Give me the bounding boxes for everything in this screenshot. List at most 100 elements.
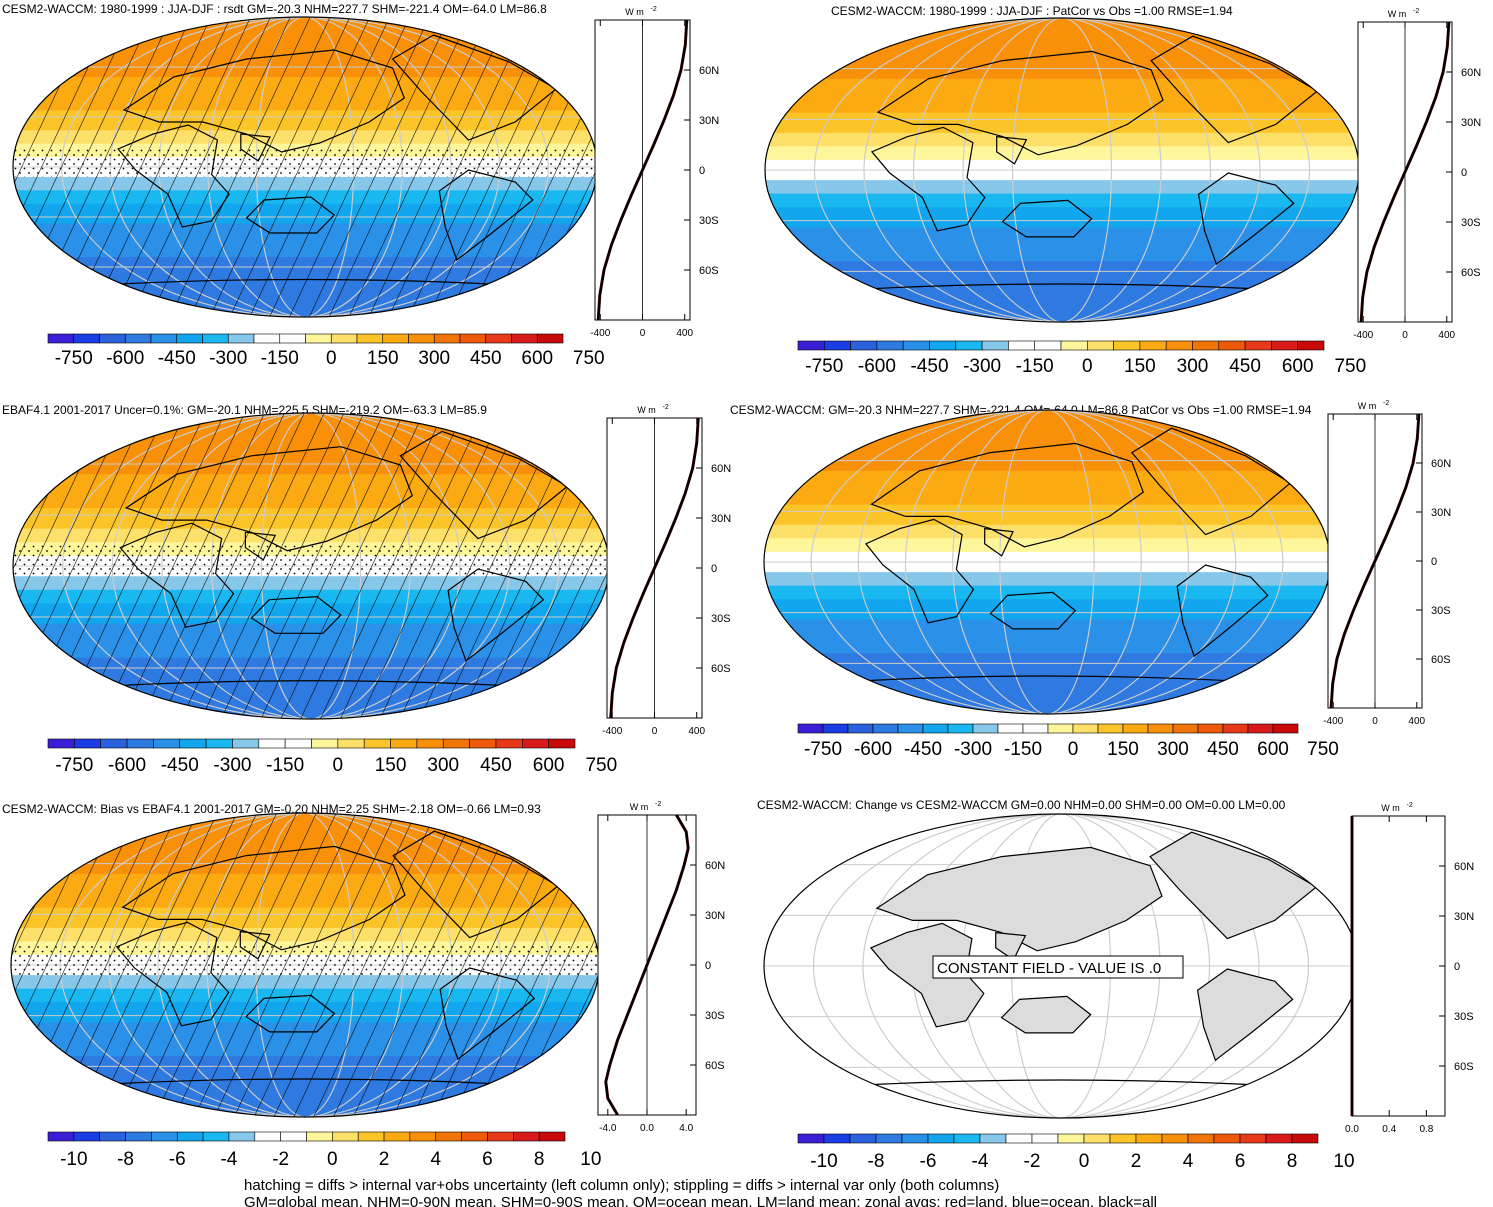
colorbar-swatch [279, 333, 306, 344]
longitude-gridline [863, 18, 1261, 322]
colorbar-swatch [897, 723, 924, 734]
zonal-mean-curve [604, 814, 690, 1116]
field-band [764, 518, 1330, 526]
colorbar-swatch [311, 738, 339, 749]
field-band [765, 193, 1359, 201]
colorbar-label: -750 [804, 739, 842, 760]
x-tick-label: 0.4 [1382, 1124, 1396, 1135]
continent-outline [1196, 968, 1294, 1062]
lat-tick-label: 60S [1431, 654, 1451, 666]
map-panel-1: CESM2-WACCM: 1980-1999 : JJA-DJF : rsdt … [2, 2, 719, 369]
colorbar-label: -150 [266, 755, 304, 776]
colorbar-label: 8 [1287, 1151, 1298, 1172]
colorbar-swatch [1034, 340, 1062, 351]
colorbar-swatch [1247, 723, 1274, 734]
field-band [765, 220, 1359, 229]
colorbar-label: 750 [1307, 739, 1339, 760]
x-tick-label: 400 [676, 328, 693, 339]
colorbar-swatch [47, 738, 75, 749]
x-tick-label: -4.0 [599, 1123, 617, 1134]
colorbar-label: 450 [1229, 356, 1261, 377]
colorbar-label: -600 [854, 739, 892, 760]
footer-line-1: hatching = diffs > internal var+obs unce… [244, 1177, 999, 1194]
field-band [765, 72, 1359, 80]
colorbar-label: -8 [868, 1151, 885, 1172]
colorbar-label: -750 [55, 348, 93, 369]
colorbar-label: -600 [858, 356, 896, 377]
colorbar-label: -750 [55, 755, 93, 776]
field-band [765, 45, 1359, 53]
map-field [764, 410, 1330, 714]
colorbar-label: 0 [1082, 356, 1093, 377]
continent-outline [996, 135, 1028, 165]
colorbar-swatch [538, 1131, 566, 1142]
hatching [13, 17, 597, 317]
colorbar-swatch [202, 333, 229, 344]
lat-tick-label: 0 [699, 165, 705, 177]
colorbar-swatch [1172, 723, 1199, 734]
x-tick-label: 0.0 [640, 1123, 654, 1134]
antarctica-outline [63, 1078, 547, 1088]
colorbar-label: -300 [213, 755, 251, 776]
colorbar-swatch [442, 738, 470, 749]
colorbar-label: 300 [427, 755, 459, 776]
lat-tick-label: 30S [711, 613, 731, 625]
colorbar-swatch [461, 1131, 488, 1142]
colorbar: -750 -600 -450 -300 -150 0 150 300 450 600 750 [47, 738, 617, 776]
colorbar-swatch [176, 333, 203, 344]
lat-tick-label: 60N [705, 860, 725, 872]
colorbar-swatch [1271, 340, 1299, 351]
colorbar-swatch [73, 1131, 100, 1142]
colorbar-swatch [901, 1133, 929, 1144]
zonal-mean-panel: 60N 30N 0 30S 60S 0.0 0.4 0.8 W m -2 [1345, 802, 1474, 1135]
lat-tick-label: 0 [705, 960, 711, 972]
continent-outline [1197, 172, 1295, 266]
map-panel-2: CESM2-WACCM: 1980-1999 : JJA-DJF : PatCo… [764, 4, 1481, 377]
field-band [765, 186, 1359, 195]
lat-tick-label: 0 [1461, 167, 1467, 179]
colorbar-label: 0 [326, 348, 337, 369]
lat-tick-label: 60N [699, 65, 719, 77]
colorbar-swatch [202, 1131, 230, 1142]
field-band [764, 599, 1330, 607]
colorbar-label: 450 [480, 755, 512, 776]
colorbar-swatch [124, 333, 152, 344]
continent-outline [1000, 995, 1092, 1034]
colorbar-label: -750 [805, 356, 843, 377]
colorbar-swatch [1244, 340, 1272, 351]
colorbar-swatch [875, 1133, 903, 1144]
zonal-mean-curve [597, 19, 688, 321]
field-band [765, 200, 1359, 208]
colorbar-label: 750 [1334, 356, 1366, 377]
longitude-gridline [857, 410, 1237, 714]
continent-outline [1238, 421, 1292, 451]
constant-field-annotation: CONSTANT FIELD - VALUE IS .0 [932, 955, 1184, 979]
colorbar-label: -300 [209, 348, 247, 369]
field-band [764, 666, 1330, 675]
colorbar-swatch [126, 738, 154, 749]
continent-outline [1263, 29, 1319, 59]
lat-tick-label: 30N [705, 910, 725, 922]
field-band [764, 524, 1330, 533]
zonal-units-exponent: -2 [651, 6, 657, 13]
colorbar-swatch [469, 738, 497, 749]
panel-title: CESM2-WACCM: GM=-20.3 NHM=227.7 SHM=-221… [730, 403, 1312, 417]
field-band [765, 105, 1359, 114]
colorbar-label: 8 [534, 1149, 545, 1170]
field-band [765, 240, 1359, 249]
field-band [765, 173, 1359, 181]
colorbar-swatch [153, 738, 181, 749]
longitude-gridline [814, 18, 1310, 322]
zonal-mean-panel: 60N 30N 0 30S 60S -400 0 400 W m -2 [602, 404, 731, 737]
field-band [764, 545, 1330, 553]
colorbar-label: -300 [963, 356, 1001, 377]
colorbar-swatch [1060, 340, 1088, 351]
colorbar-swatch [1291, 1133, 1319, 1144]
colorbar-label: -6 [169, 1149, 186, 1170]
zonal-mean-curve [1329, 413, 1421, 709]
field-band [765, 207, 1359, 215]
panel-title: CESM2-WACCM: Bias vs EBAF4.1 2001-2017 G… [2, 802, 541, 816]
field-band [765, 112, 1359, 120]
field-band [765, 294, 1359, 303]
colorbar-swatch [228, 1131, 256, 1142]
